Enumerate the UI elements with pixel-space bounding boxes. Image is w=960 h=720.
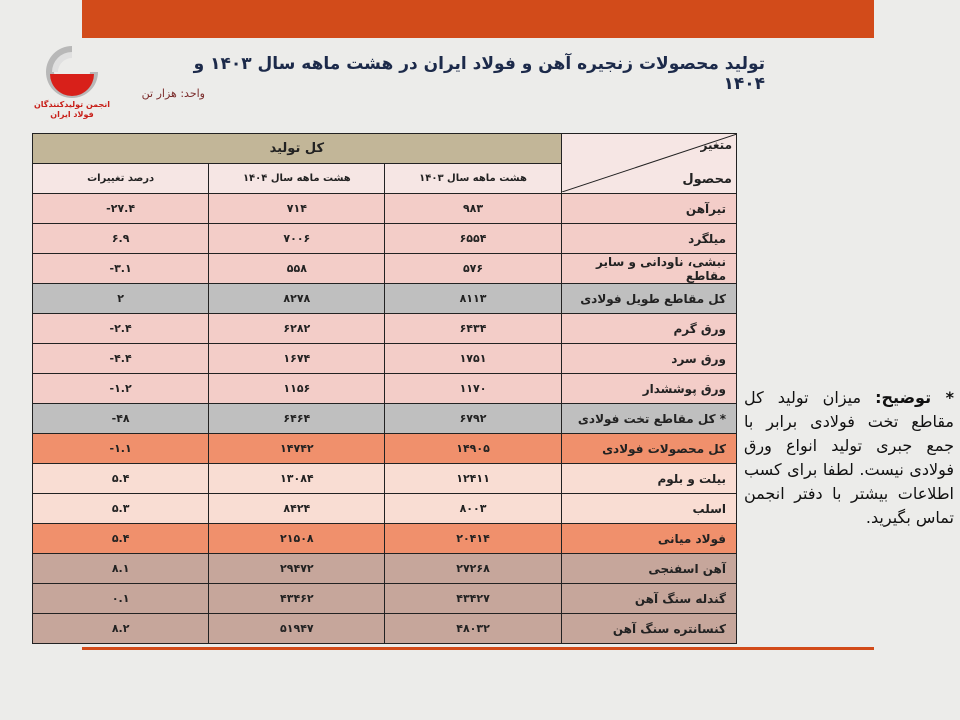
table-row: میلگرد ۶۵۵۴ ۷۰۰۶ ۶.۹ [31, 223, 738, 254]
table-row: گندله سنگ آهن ۴۳۴۲۷ ۴۳۴۶۲ ۰.۱ [31, 583, 738, 614]
value-1404-cell: ۲۱۵۰۸ [208, 523, 386, 554]
product-cell: کل مقاطع طویل فولادی [560, 283, 738, 314]
value-1404-cell: ۷۰۰۶ [208, 223, 386, 254]
footnote: * توضیح: میزان تولید کل مقاطع تخت فولادی… [744, 386, 954, 530]
product-cell: نبشی، ناودانی و سایر مقاطع [560, 253, 738, 284]
change-percent-cell: -۴۸ [31, 403, 210, 434]
change-percent-cell: -۲۷.۴ [31, 193, 210, 224]
diagonal-divider [561, 134, 737, 192]
column-header-change: درصد تغییرات [31, 163, 210, 194]
value-1403-cell: ۸۱۱۳ [384, 283, 562, 314]
value-1403-cell: ۶۵۵۴ [384, 223, 562, 254]
product-cell: تیرآهن [560, 193, 738, 224]
change-percent-cell: -۱.۲ [31, 373, 210, 404]
bottom-accent-line [82, 647, 874, 650]
value-1404-cell: ۶۲۸۲ [208, 313, 386, 344]
value-1404-cell: ۵۱۹۴۷ [208, 613, 386, 644]
value-1404-cell: ۱۱۵۶ [208, 373, 386, 404]
table-row: اسلب ۸۰۰۳ ۸۴۲۴ ۵.۳ [31, 493, 738, 524]
product-cell: ورق سرد [560, 343, 738, 374]
table-row: تیرآهن ۹۸۳ ۷۱۴ -۲۷.۴ [31, 193, 738, 224]
table-row: ورق سرد ۱۷۵۱ ۱۶۷۴ -۴.۴ [31, 343, 738, 374]
value-1403-cell: ۱۲۴۱۱ [384, 463, 562, 494]
corner-header: متغیر محصول [560, 133, 738, 194]
product-cell: کنسانتره سنگ آهن [560, 613, 738, 644]
product-cell: آهن اسفنجی [560, 553, 738, 584]
product-cell: میلگرد [560, 223, 738, 254]
value-1404-cell: ۸۴۲۴ [208, 493, 386, 524]
table-row: کل مقاطع طویل فولادی ۸۱۱۳ ۸۲۷۸ ۲ [31, 283, 738, 314]
group-header: کل تولید [32, 133, 562, 164]
value-1403-cell: ۶۴۳۴ [384, 313, 562, 344]
change-percent-cell: ۸.۱ [31, 553, 210, 584]
table-row: آهن اسفنجی ۲۷۲۶۸ ۲۹۴۷۲ ۸.۱ [31, 553, 738, 584]
change-percent-cell: -۱.۱ [31, 433, 210, 464]
value-1403-cell: ۱۱۷۰ [384, 373, 562, 404]
table-row: نبشی، ناودانی و سایر مقاطع ۵۷۶ ۵۵۸ -۳.۱ [31, 253, 738, 284]
value-1404-cell: ۵۵۸ [208, 253, 386, 284]
value-1404-cell: ۷۱۴ [208, 193, 386, 224]
product-cell: بیلت و بلوم [560, 463, 738, 494]
product-cell: کل محصولات فولادی [560, 433, 738, 464]
value-1403-cell: ۵۷۶ [384, 253, 562, 284]
logo-text: انجمن تولیدکنندگان فولاد ایران [33, 100, 111, 119]
table-row: کنسانتره سنگ آهن ۴۸۰۳۲ ۵۱۹۴۷ ۸.۲ [31, 613, 738, 644]
value-1404-cell: ۱۶۷۴ [208, 343, 386, 374]
value-1403-cell: ۴۸۰۳۲ [384, 613, 562, 644]
change-percent-cell: -۲.۴ [31, 313, 210, 344]
value-1404-cell: ۶۴۶۴ [208, 403, 386, 434]
unit-label: واحد: هزار تن [141, 87, 205, 100]
column-header-1404: هشت ماهه سال ۱۴۰۴ [208, 163, 386, 194]
value-1404-cell: ۸۲۷۸ [208, 283, 386, 314]
change-percent-cell: ۰.۱ [31, 583, 210, 614]
change-percent-cell: ۶.۹ [31, 223, 210, 254]
table-row: فولاد میانی ۲۰۴۱۴ ۲۱۵۰۸ ۵.۴ [31, 523, 738, 554]
table-row: کل محصولات فولادی ۱۴۹۰۵ ۱۴۷۴۲ -۱.۱ [31, 433, 738, 464]
value-1403-cell: ۲۷۲۶۸ [384, 553, 562, 584]
change-percent-cell: -۴.۴ [31, 343, 210, 374]
top-accent-bar [82, 0, 874, 38]
value-1404-cell: ۱۳۰۸۴ [208, 463, 386, 494]
association-logo: انجمن تولیدکنندگان فولاد ایران [32, 42, 112, 128]
change-percent-cell: -۳.۱ [31, 253, 210, 284]
table-row: * کل مقاطع تخت فولادی ۶۷۹۲ ۶۴۶۴ -۴۸ [31, 403, 738, 434]
page-title: تولید محصولات زنجیره آهن و فولاد ایران د… [193, 54, 765, 94]
value-1404-cell: ۱۴۷۴۲ [208, 433, 386, 464]
product-cell: اسلب [560, 493, 738, 524]
value-1404-cell: ۴۳۴۶۲ [208, 583, 386, 614]
change-percent-cell: ۵.۳ [31, 493, 210, 524]
value-1403-cell: ۱۴۹۰۵ [384, 433, 562, 464]
product-cell: فولاد میانی [560, 523, 738, 554]
change-percent-cell: ۸.۲ [31, 613, 210, 644]
change-percent-cell: ۵.۴ [31, 523, 210, 554]
value-1404-cell: ۲۹۴۷۲ [208, 553, 386, 584]
column-header-1403: هشت ماهه سال ۱۴۰۳ [384, 163, 562, 194]
product-cell: ورق پوششدار [560, 373, 738, 404]
value-1403-cell: ۱۷۵۱ [384, 343, 562, 374]
table-row: بیلت و بلوم ۱۲۴۱۱ ۱۳۰۸۴ ۵.۴ [31, 463, 738, 494]
value-1403-cell: ۴۳۴۲۷ [384, 583, 562, 614]
value-1403-cell: ۹۸۳ [384, 193, 562, 224]
value-1403-cell: ۲۰۴۱۴ [384, 523, 562, 554]
change-percent-cell: ۲ [31, 283, 210, 314]
footnote-label: * توضیح: [875, 388, 954, 407]
value-1403-cell: ۶۷۹۲ [384, 403, 562, 434]
production-table: متغیر محصول کل تولید هشت ماهه سال ۱۴۰۳ ه… [31, 133, 738, 644]
product-cell: * کل مقاطع تخت فولادی [560, 403, 738, 434]
footnote-text: میزان تولید کل مقاطع تخت فولادی برابر با… [744, 388, 954, 527]
logo-emblem-icon [46, 46, 98, 98]
table-row: ورق گرم ۶۴۳۴ ۶۲۸۲ -۲.۴ [31, 313, 738, 344]
product-cell: ورق گرم [560, 313, 738, 344]
change-percent-cell: ۵.۴ [31, 463, 210, 494]
corner-variable-label: متغیر [700, 138, 732, 152]
corner-product-label: محصول [682, 172, 732, 187]
value-1403-cell: ۸۰۰۳ [384, 493, 562, 524]
table-row: ورق پوششدار ۱۱۷۰ ۱۱۵۶ -۱.۲ [31, 373, 738, 404]
product-cell: گندله سنگ آهن [560, 583, 738, 614]
